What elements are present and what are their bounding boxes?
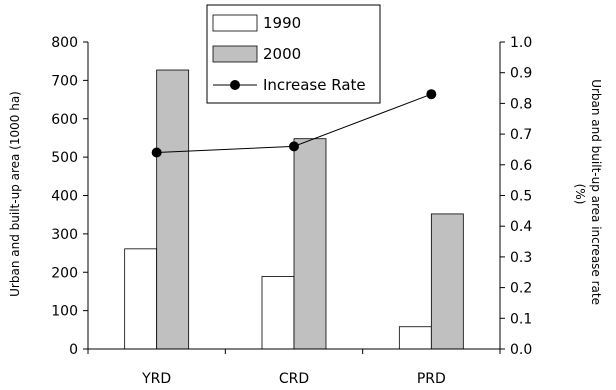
y-axis-title: Urban and built-up area (1000 ha) bbox=[8, 91, 22, 297]
y2-tick-label: 0.1 bbox=[510, 311, 532, 327]
axes-layer: 0 100 200 300 400 500 600 700 800 0.0 0.1 0.2 0.3 0.4… bbox=[51, 35, 532, 387]
point-PRD bbox=[426, 89, 437, 100]
legend-marker-increase-rate bbox=[230, 80, 240, 90]
line-layer bbox=[151, 89, 437, 158]
bar-1990-YRD bbox=[124, 248, 158, 350]
y2-tick-label: 0.6 bbox=[510, 158, 532, 174]
y2-tick-label: 0.0 bbox=[510, 342, 532, 358]
legend-swatch-1990 bbox=[212, 14, 258, 32]
y-tick-label: 400 bbox=[51, 189, 78, 205]
y-tick-label: 100 bbox=[51, 304, 78, 320]
y2-axis-title: Urban and built-up area increase rate (%… bbox=[573, 79, 603, 309]
y2-tick-label: 0.3 bbox=[510, 250, 532, 266]
y-tick-label: 800 bbox=[51, 35, 78, 51]
legend-label-1990: 1990 bbox=[263, 14, 301, 32]
legend-label-increase-rate: Increase Rate bbox=[263, 76, 366, 94]
y2-tick-label: 0.8 bbox=[510, 96, 532, 112]
bar-2000-CRD bbox=[293, 138, 327, 350]
point-CRD bbox=[289, 141, 299, 152]
x-tick-label-CRD: CRD bbox=[279, 371, 309, 387]
x-tick-label-YRD: YRD bbox=[141, 371, 171, 387]
bars-layer bbox=[124, 69, 464, 350]
y-tick-label: 600 bbox=[51, 112, 78, 128]
y2-tick-label: 0.7 bbox=[510, 127, 532, 143]
y2-tick-label: 0.9 bbox=[510, 66, 532, 82]
bar-1990-CRD bbox=[261, 276, 295, 350]
y-tick-label: 700 bbox=[51, 73, 78, 89]
y2-tick-label: 0.2 bbox=[510, 281, 532, 297]
y-tick-label: 300 bbox=[51, 227, 78, 243]
bar-2000-YRD bbox=[156, 69, 190, 350]
y2-tick-label: 0.4 bbox=[510, 219, 532, 235]
bar-1990-PRD bbox=[398, 326, 432, 350]
y2-axis-title-line-1: Urban and built-up area increase rate bbox=[589, 79, 603, 305]
legend: 1990 2000 Increase Rate bbox=[206, 4, 381, 104]
point-YRD bbox=[151, 147, 162, 158]
y-tick-label: 200 bbox=[51, 265, 78, 281]
y-tick-label: 0 bbox=[69, 342, 78, 358]
y2-tick-label: 1.0 bbox=[510, 35, 532, 51]
y-tick-label: 500 bbox=[51, 150, 78, 166]
y2-tick-label: 0.5 bbox=[510, 189, 532, 205]
legend-label-2000: 2000 bbox=[263, 45, 301, 63]
bar-2000-PRD bbox=[430, 213, 464, 350]
y2-axis-title-line-2: (%) bbox=[573, 184, 587, 205]
x-tick-label-PRD: PRD bbox=[417, 371, 446, 387]
legend-swatch-2000 bbox=[212, 45, 258, 63]
